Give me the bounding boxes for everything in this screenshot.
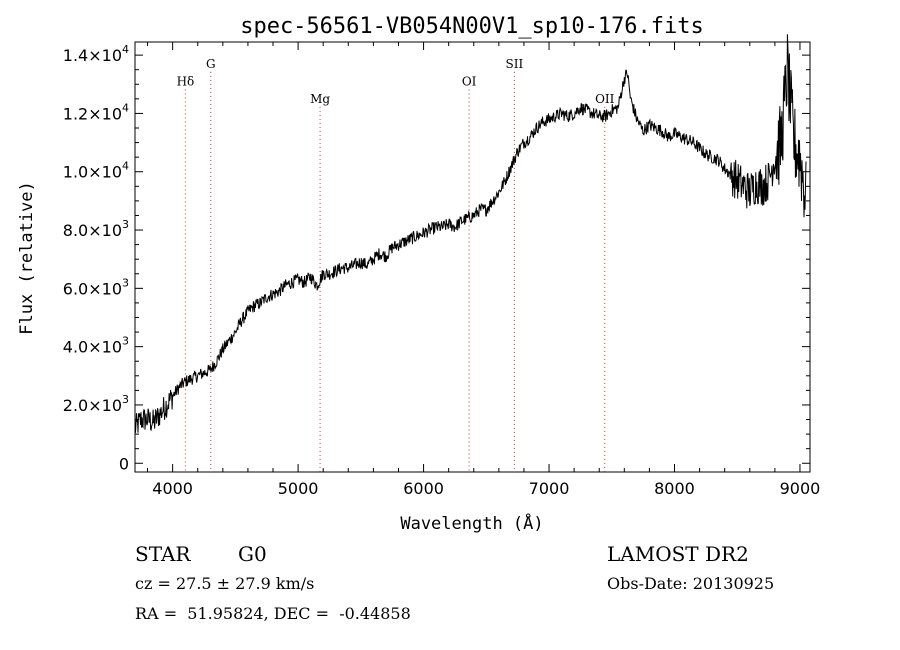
- spectral-line-label: Mg: [310, 92, 330, 106]
- spectrum-line: [134, 34, 807, 433]
- survey-name: LAMOST DR2: [607, 542, 749, 566]
- x-tick-label: 7000: [529, 479, 570, 498]
- spectral-line-label: Hδ: [177, 74, 195, 88]
- y-tick-label: 1.2×104: [63, 101, 129, 123]
- y-axis-label: Flux (relative): [17, 181, 37, 335]
- spectrum-series: [134, 34, 807, 433]
- chart-title: spec-56561-VB054N00V1_sp10-176.fits: [240, 14, 704, 39]
- x-tick-label: 8000: [654, 479, 695, 498]
- x-tick-label: 9000: [780, 479, 821, 498]
- y-tick-label: 1.4×104: [63, 43, 129, 65]
- y-axis: 0 2.0×103 4.0×103 6.0×103 8.0×103 1.0×104 1.2×…: [63, 43, 810, 473]
- spectral-line-label: SII: [506, 57, 524, 71]
- object-subclass: G0: [238, 542, 267, 566]
- ra-dec-coordinates: RA = 51.95824, DEC = -0.44858: [135, 604, 411, 623]
- spectral-line-markers: Hδ G Mg OI SII OII: [177, 57, 615, 472]
- spectral-line-label: OI: [462, 74, 477, 88]
- object-class: STAR: [135, 542, 191, 566]
- observation-date: Obs-Date: 20130925: [607, 574, 775, 593]
- plot-area: [134, 41, 811, 473]
- spectral-line-label: G: [206, 57, 216, 71]
- x-tick-label: 5000: [278, 479, 319, 498]
- x-axis-label: Wavelength (Å): [400, 512, 543, 534]
- y-tick-label: 8.0×103: [63, 218, 129, 240]
- y-tick-label: 1.0×104: [63, 160, 129, 182]
- y-tick-label: 2.0×103: [63, 393, 129, 415]
- plot-frame: [134, 41, 811, 473]
- y-tick-label: 0: [119, 454, 129, 473]
- x-tick-label: 4000: [152, 479, 193, 498]
- y-tick-label: 4.0×103: [63, 335, 129, 357]
- spectral-line-label: OII: [595, 92, 615, 106]
- x-tick-label: 6000: [403, 479, 444, 498]
- y-tick-label: 6.0×103: [63, 276, 129, 298]
- redshift-velocity: cz = 27.5 ± 27.9 km/s: [135, 574, 315, 593]
- x-axis: 4000 5000 6000 7000 8000 9000: [147, 42, 821, 498]
